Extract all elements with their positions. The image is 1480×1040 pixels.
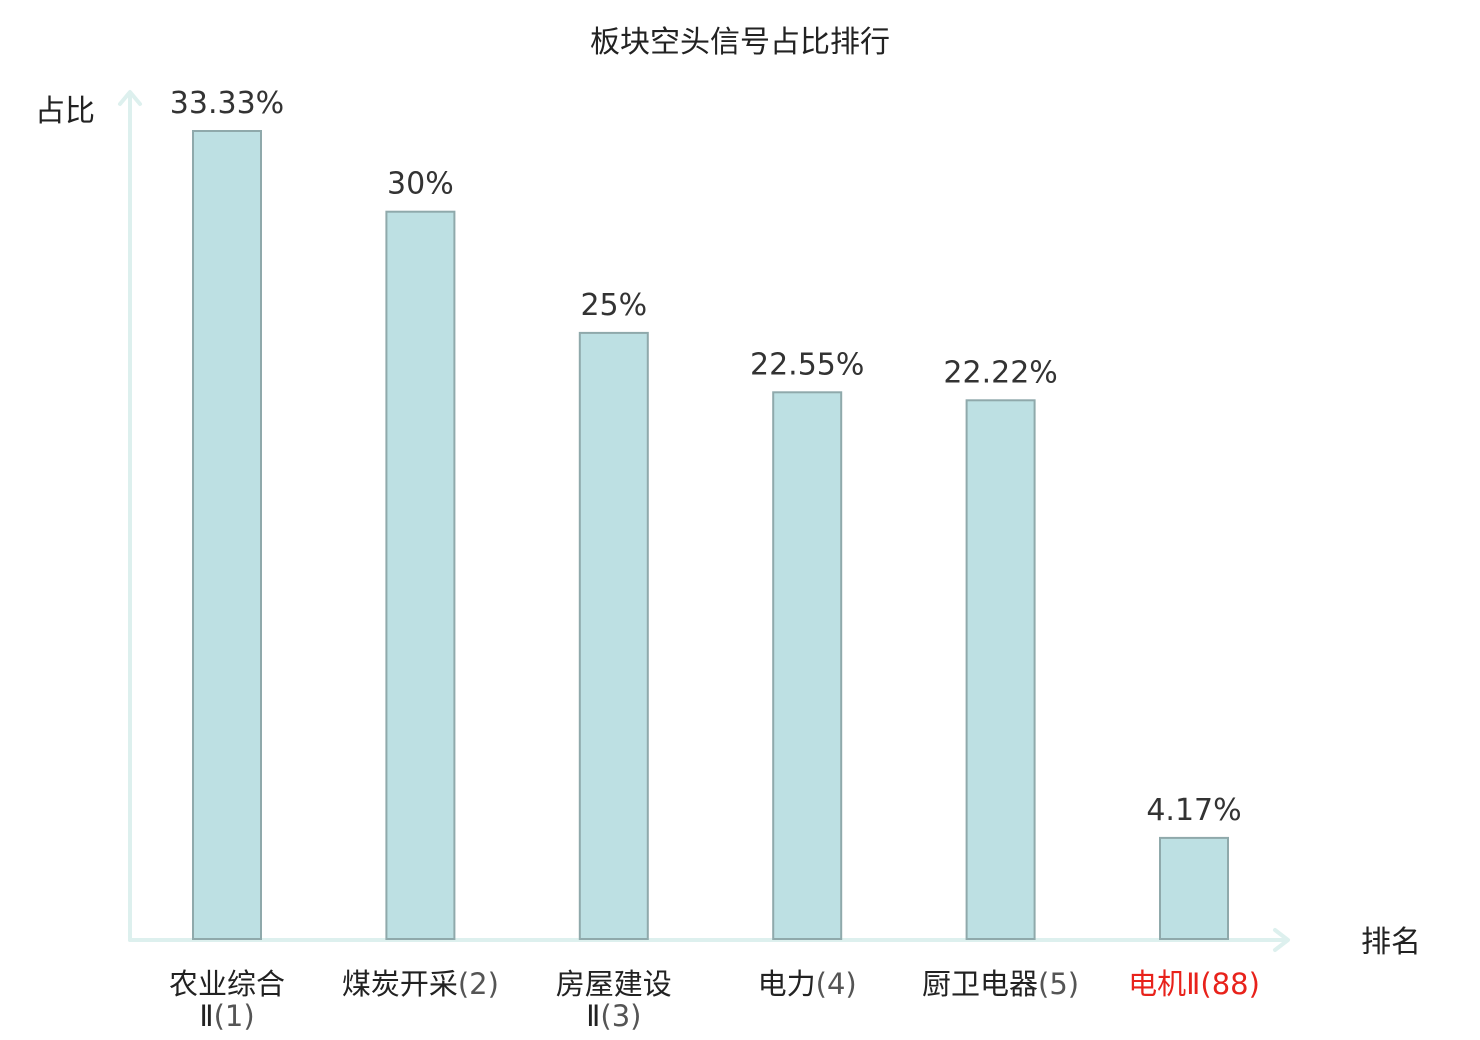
category-name-line2: Ⅱ (586, 999, 600, 1033)
category-rank: (88) (1200, 967, 1260, 1001)
category-name: 电机Ⅱ (1128, 967, 1200, 1001)
category-label-5: 厨卫电器(5) (922, 967, 1079, 1001)
category-name: 房屋建设 (556, 967, 672, 1001)
value-label-5: 22.22% (943, 355, 1057, 390)
category-rank: (5) (1038, 967, 1079, 1001)
bar-4 (772, 391, 843, 940)
bar-1 (192, 130, 262, 940)
x-axis-label: 排名 (1361, 925, 1421, 960)
y-axis-label: 占比 (35, 94, 95, 129)
category-label-3: 房屋建设 Ⅱ(3) (556, 967, 672, 1033)
category-label-6: 电机Ⅱ(88) (1128, 967, 1260, 1001)
category-label-4: 电力(4) (758, 967, 857, 1001)
axes (118, 90, 1290, 952)
category-name: 厨卫电器 (922, 967, 1038, 1001)
category-name-line2: Ⅱ (199, 999, 213, 1033)
category-name: 煤炭开采 (342, 967, 458, 1001)
category-rank: (2) (458, 967, 499, 1001)
category-name: 电力 (758, 967, 816, 1001)
bar-3 (578, 331, 649, 940)
value-label-2: 30% (387, 167, 454, 202)
value-label-6: 4.17% (1146, 793, 1241, 828)
y-axis-arrow-icon (118, 90, 142, 106)
category-rank: (4) (816, 967, 857, 1001)
value-label-1: 33.33% (170, 86, 284, 121)
category-rank: (3) (600, 999, 641, 1033)
category-name: 农业综合 (169, 967, 285, 1001)
bar-2 (385, 210, 456, 940)
category-label-2: 煤炭开采(2) (342, 967, 499, 1001)
bar-5 (965, 399, 1036, 940)
bar-6 (1159, 836, 1229, 941)
x-axis-arrow-icon (1273, 928, 1290, 952)
category-rank: (1) (214, 999, 255, 1033)
value-labels: 33.33% 30% 25% 22.55% 22.22% 4.17% (170, 86, 1242, 828)
chart-title: 板块空头信号占比排行 (590, 25, 890, 60)
category-labels: 农业综合 Ⅱ(1)煤炭开采(2) 房屋建设 Ⅱ(3)电力(4) 厨卫电器(5) 电机Ⅱ(8… (169, 967, 1260, 1033)
value-label-3: 25% (580, 288, 647, 323)
bars (192, 130, 1229, 941)
value-label-4: 22.55% (750, 347, 864, 382)
category-label-1: 农业综合 Ⅱ(1) (169, 967, 285, 1033)
